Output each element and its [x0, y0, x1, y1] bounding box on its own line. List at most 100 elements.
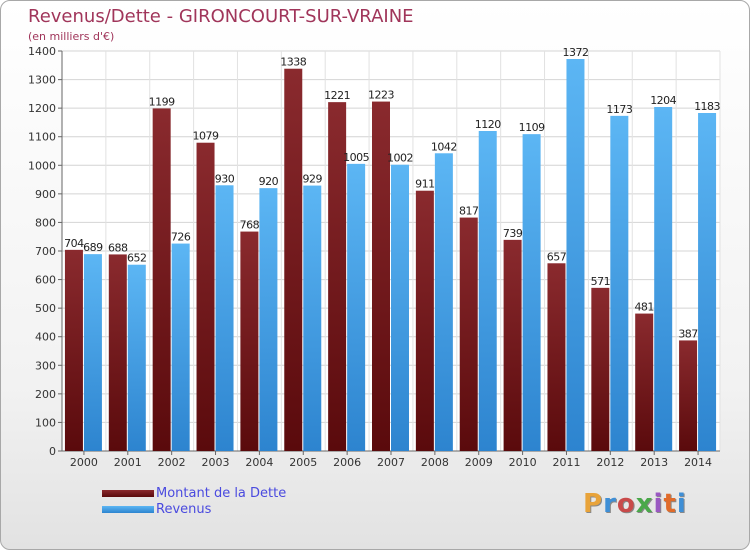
proxiti-logo: Proxiti: [583, 489, 687, 519]
x-tick-label: 2011: [552, 456, 580, 469]
bar-revenus: [303, 185, 322, 452]
data-label: 1338: [280, 56, 306, 69]
bar-revenus: [215, 185, 234, 452]
y-tick-label: 200: [35, 388, 56, 401]
x-tick-label: 2006: [333, 456, 361, 469]
bar-dette: [547, 263, 566, 451]
bar-dette: [415, 190, 434, 451]
bar-dette: [64, 249, 83, 451]
data-label: 689: [83, 241, 103, 254]
data-label: 657: [547, 250, 567, 263]
data-label: 1109: [519, 121, 545, 134]
x-tick-label: 2010: [509, 456, 537, 469]
x-tick-label: 2002: [158, 456, 186, 469]
x-tick-label: 2000: [70, 456, 98, 469]
x-tick-label: 2004: [245, 456, 273, 469]
y-tick-label: 700: [35, 245, 56, 258]
data-label: 1079: [193, 130, 219, 143]
y-tick-label: 900: [35, 188, 56, 201]
data-label: 920: [259, 175, 279, 188]
data-label: 1204: [650, 94, 676, 107]
y-tick-label: 800: [35, 216, 56, 229]
data-label: 1042: [431, 140, 457, 153]
x-tick-label: 2009: [465, 456, 493, 469]
bar-dette: [284, 68, 303, 451]
chart-subtitle: (en milliers d'€): [28, 30, 115, 43]
y-tick-label: 600: [35, 274, 56, 287]
data-label: 481: [634, 301, 654, 314]
bar-revenus: [127, 264, 146, 451]
y-tick-label: 100: [35, 416, 56, 429]
legend-label-revenus: Revenus: [156, 502, 212, 517]
data-label: 726: [171, 231, 191, 244]
data-label: 704: [64, 237, 84, 250]
data-label: 688: [108, 241, 128, 254]
x-tick-label: 2003: [202, 456, 230, 469]
data-label: 1199: [149, 95, 175, 108]
x-tick-label: 2007: [377, 456, 405, 469]
bar-dette: [503, 239, 522, 451]
data-label: 1372: [562, 46, 588, 59]
x-tick-label: 2005: [289, 456, 317, 469]
y-tick-label: 1200: [28, 102, 56, 115]
bar-revenus: [654, 107, 673, 451]
bar-dette: [459, 217, 478, 451]
data-label: 387: [678, 327, 698, 340]
chart-title: Revenus/Dette - GIRONCOURT-SUR-VRAINE: [28, 6, 414, 27]
y-tick-label: 1000: [28, 159, 56, 172]
x-tick-label: 2001: [114, 456, 142, 469]
y-tick-label: 1300: [28, 74, 56, 87]
data-label: 768: [240, 219, 260, 232]
bar-revenus: [171, 243, 190, 451]
bar-dette: [591, 287, 610, 451]
data-label: 929: [303, 173, 323, 186]
bar-dette: [152, 108, 171, 451]
bar-revenus: [478, 131, 497, 451]
bar-dette: [240, 231, 259, 451]
data-label: 652: [127, 252, 147, 265]
bars: [64, 59, 717, 452]
bar-revenus: [566, 59, 585, 451]
bar-revenus: [391, 164, 409, 451]
y-tick-label: 300: [35, 359, 56, 372]
data-label: 1005: [343, 151, 369, 164]
y-tick-label: 400: [35, 331, 56, 344]
bar-revenus: [698, 113, 717, 451]
data-label: 1002: [387, 152, 413, 165]
data-label: 817: [459, 205, 479, 218]
data-label: 930: [215, 172, 235, 185]
bar-revenus: [347, 163, 366, 451]
legend-swatch-dette: [102, 490, 154, 497]
y-tick-label: 1400: [28, 45, 56, 58]
bar-revenus: [610, 115, 629, 451]
x-tick-label: 2013: [640, 456, 668, 469]
bar-revenus: [522, 134, 541, 451]
bar-revenus: [83, 254, 102, 451]
y-tick-label: 1100: [28, 131, 56, 144]
bar-dette: [635, 313, 654, 451]
bar-dette: [679, 340, 698, 451]
legend-swatch-revenus: [102, 506, 154, 513]
y-tick-label: 500: [35, 302, 56, 315]
data-label: 739: [503, 227, 523, 240]
bar-dette: [328, 102, 347, 452]
bar-dette: [372, 101, 390, 452]
x-tick-label: 2014: [684, 456, 712, 469]
y-tick-label: 0: [49, 445, 56, 458]
bar-dette: [196, 142, 215, 451]
data-label: 1120: [475, 118, 501, 131]
x-tick-label: 2012: [596, 456, 624, 469]
data-label: 911: [415, 178, 435, 191]
data-label: 1173: [606, 103, 632, 116]
data-label: 571: [591, 275, 611, 288]
data-label: 1221: [324, 89, 350, 102]
bar-dette: [108, 254, 127, 451]
bar-revenus: [259, 188, 278, 451]
legend-label-dette: Montant de la Dette: [156, 486, 287, 501]
x-tick-label: 2008: [421, 456, 449, 469]
data-label: 1223: [368, 89, 394, 102]
bar-revenus: [434, 153, 453, 452]
